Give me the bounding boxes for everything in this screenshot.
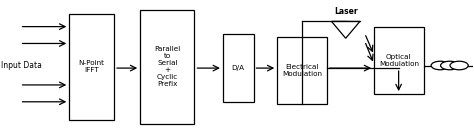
Text: Input Data: Input Data: [0, 61, 42, 70]
Polygon shape: [331, 21, 360, 38]
Bar: [140, 10, 194, 124]
Bar: [223, 34, 254, 102]
Bar: [69, 14, 114, 120]
Text: D/A: D/A: [232, 65, 245, 71]
Text: Parallel
to
Serial
+
Cyclic
Prefix: Parallel to Serial + Cyclic Prefix: [154, 46, 181, 87]
Text: Electrical
Modulation: Electrical Modulation: [282, 64, 322, 77]
Bar: [277, 37, 327, 104]
Ellipse shape: [440, 61, 459, 70]
Text: N-Point
IFFT: N-Point IFFT: [79, 60, 105, 73]
Text: Optical
Modulation: Optical Modulation: [379, 54, 419, 67]
Text: Laser: Laser: [334, 7, 357, 16]
Ellipse shape: [450, 61, 468, 70]
Ellipse shape: [431, 61, 449, 70]
Bar: [374, 27, 424, 94]
